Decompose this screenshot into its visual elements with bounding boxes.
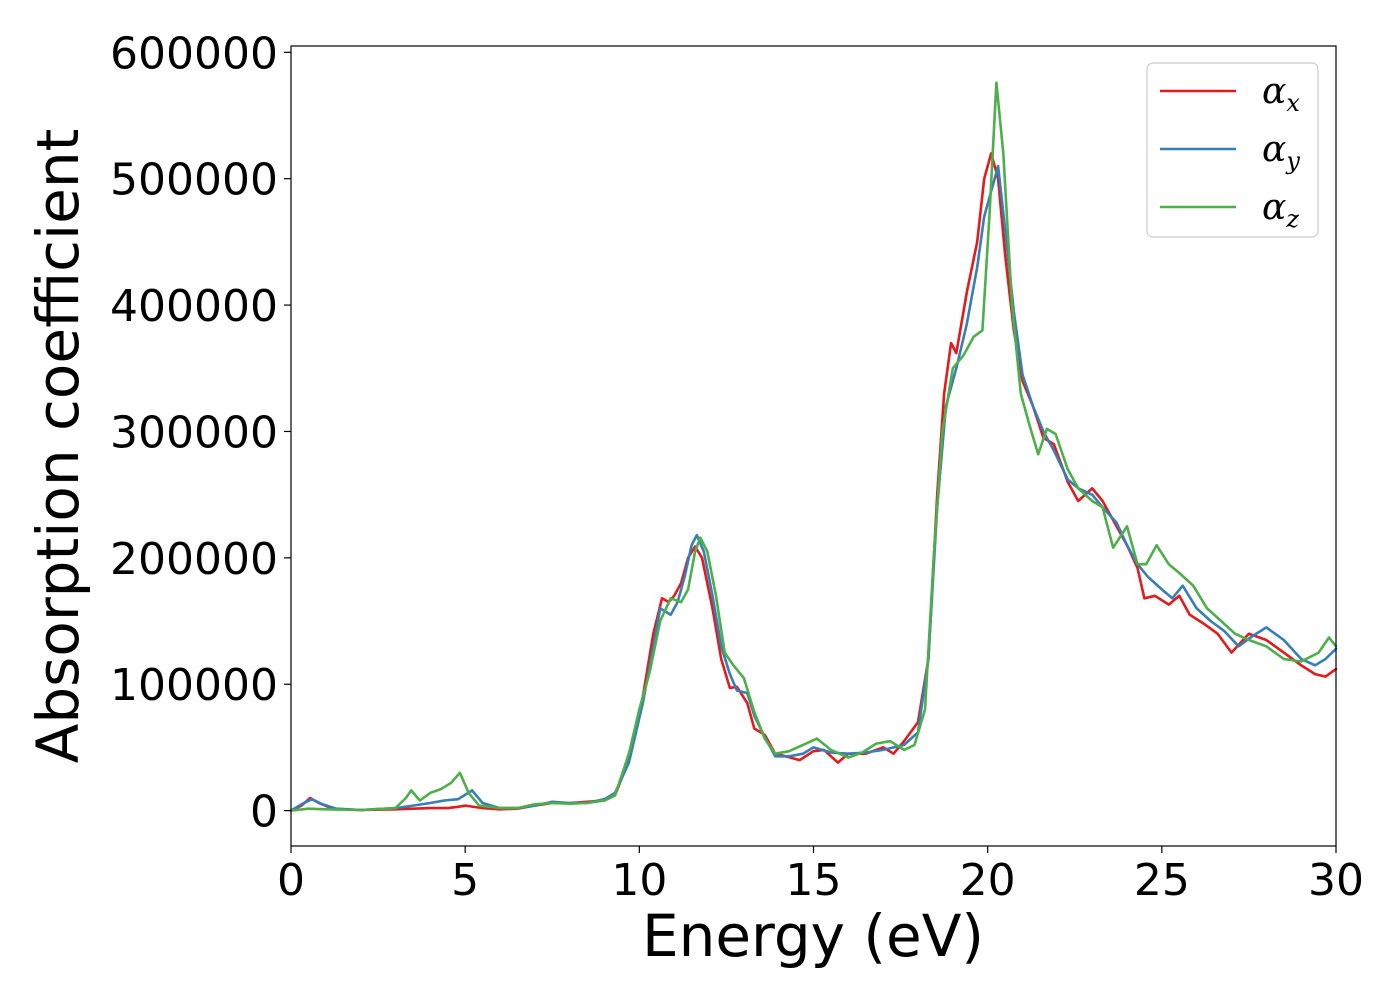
x-tick-label: 0	[277, 855, 305, 906]
y-axis-title: Absorption coefficient	[24, 129, 92, 764]
legend-label-z: αz	[1262, 187, 1299, 233]
y-tick-label: 600000	[110, 28, 278, 79]
y-tick-label: 0	[250, 787, 278, 838]
y-tick-label: 300000	[110, 407, 278, 458]
x-tick-label: 5	[451, 855, 479, 906]
x-axis-title: Energy (eV)	[642, 902, 984, 970]
y-tick-label: 400000	[110, 281, 278, 332]
y-tick-label: 500000	[110, 155, 278, 206]
legend: αx αy αz	[1146, 62, 1319, 238]
y-tick-label: 200000	[110, 534, 278, 585]
x-tick-label: 20	[960, 855, 1016, 906]
legend-label-y: αy	[1262, 129, 1300, 175]
x-tick-label: 15	[786, 855, 842, 906]
series-line-z	[289, 81, 1338, 812]
x-tick-label: 25	[1134, 855, 1190, 906]
legend-label-x: αx	[1262, 71, 1300, 117]
y-tick-label: 100000	[110, 660, 278, 711]
series-layer	[289, 81, 1338, 812]
y-axis-ticks: 0 100000 200000 300000 400000 500000 600000	[110, 28, 291, 838]
x-axis-ticks: 0 5 10 15 20 25 30	[277, 846, 1364, 906]
x-tick-label: 10	[611, 855, 667, 906]
x-tick-label: 30	[1308, 855, 1364, 906]
